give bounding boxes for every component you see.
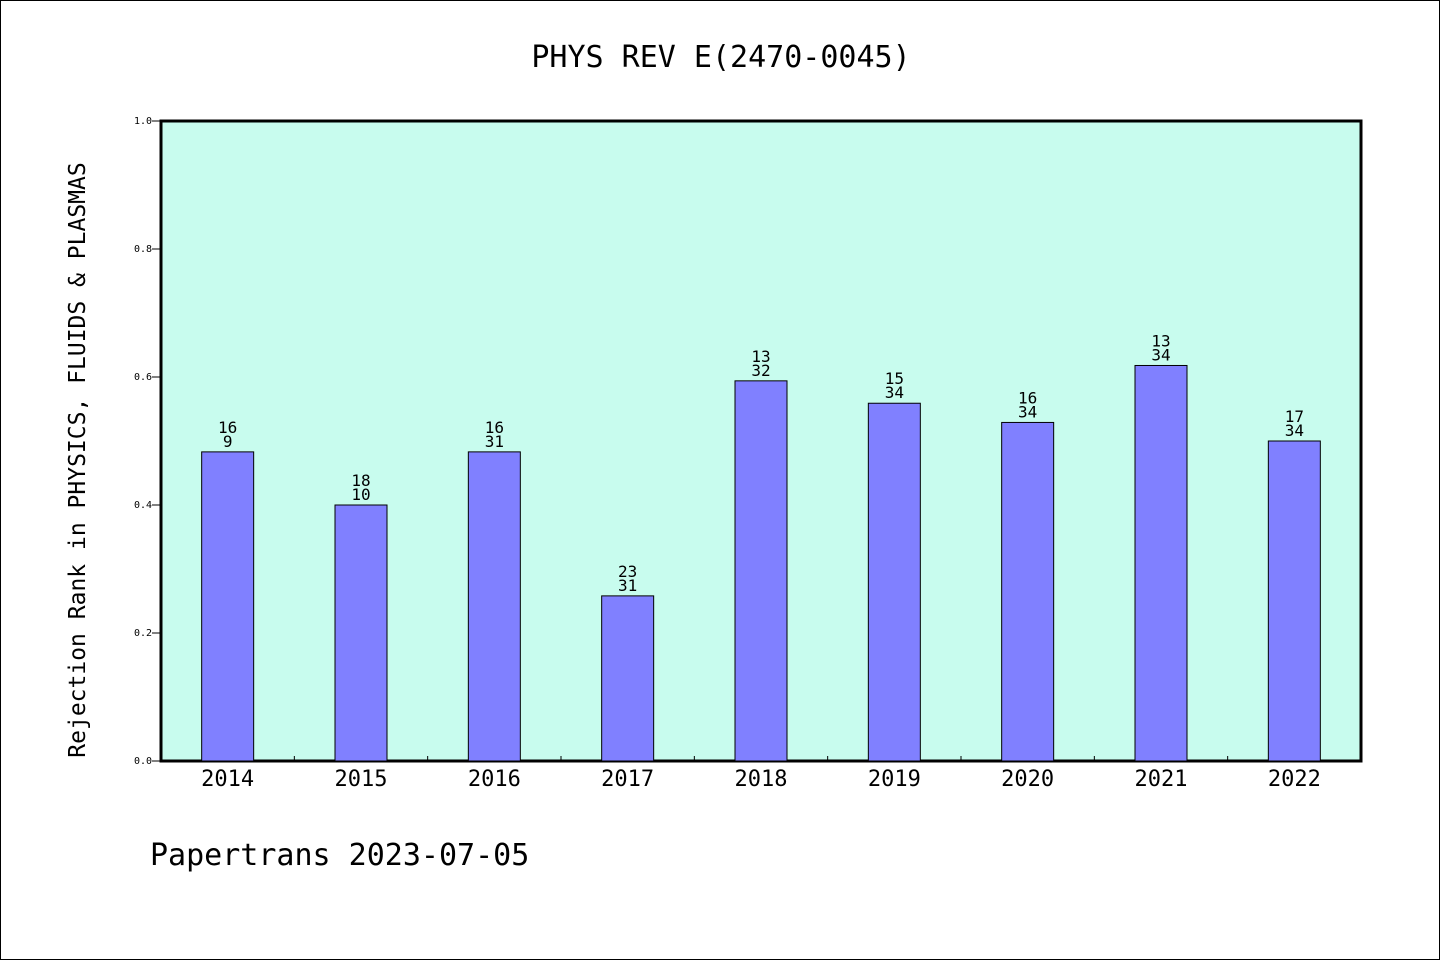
bar-label-bottom: 34: [1151, 345, 1170, 364]
x-tick-label: 2021: [1135, 767, 1188, 792]
y-tick-label: 0.2: [134, 628, 152, 639]
bar-label-top: 13: [1151, 331, 1170, 350]
x-tick-label: 2022: [1268, 767, 1321, 792]
bar-2014: [201, 451, 255, 762]
bar-label-bottom: 34: [1018, 402, 1037, 421]
bar-label-bottom: 10: [351, 485, 370, 504]
x-tick-label: 2019: [868, 767, 921, 792]
bar-label-bottom: 9: [223, 432, 233, 451]
y-tick-label: 0.6: [134, 372, 152, 383]
bar-2020: [1001, 421, 1055, 762]
x-tick-label: 2017: [601, 767, 654, 792]
bar-2015: [334, 504, 388, 762]
bar-label-bottom: 31: [485, 432, 504, 451]
bars: [201, 364, 1321, 762]
x-tick-label: 2018: [735, 767, 788, 792]
bar-label-top: 16: [485, 418, 504, 437]
x-tick-label: 2020: [1001, 767, 1054, 792]
bar-2019: [867, 402, 921, 762]
y-axis-label: Rejection Rank in PHYSICS, FLUIDS & PLAS…: [65, 162, 91, 757]
x-axis-tick-labels: 2014 2015 2016 2017 2018 2019 2020 2021 2022: [201, 767, 1321, 792]
bar-label-top: 13: [751, 347, 770, 366]
x-tick-label: 2014: [201, 767, 254, 792]
bar-label-bottom: 34: [1285, 421, 1304, 440]
y-tick-label: 0.0: [134, 756, 152, 767]
bar-label-bottom: 32: [751, 361, 770, 380]
bar-label-top: 23: [618, 562, 637, 581]
y-tick-label: 0.4: [134, 500, 152, 511]
x-tick-label: 2015: [335, 767, 388, 792]
y-tick-label: 0.8: [134, 244, 152, 255]
x-tick-label: 2016: [468, 767, 521, 792]
footer-text: Papertrans 2023-07-05: [150, 838, 529, 873]
bar-label-bottom: 34: [885, 383, 904, 402]
bar-2021: [1134, 364, 1188, 762]
bar-label-top: 16: [218, 418, 237, 437]
bar-2016: [467, 451, 521, 762]
bar-2017: [601, 595, 655, 762]
bar-label-top: 15: [885, 369, 904, 388]
x-axis-minor-ticks: [293, 756, 1229, 761]
bar-label-top: 16: [1018, 388, 1037, 407]
chart-title: PHYS REV E(2470-0045): [531, 40, 910, 75]
y-tick-label: 1.0: [134, 116, 152, 127]
y-axis-ticks: 0.0 0.2 0.4 0.6 0.8 1.0: [134, 116, 161, 767]
bar-2022: [1267, 440, 1321, 762]
bar-label-bottom: 31: [618, 576, 637, 595]
bar-label-top: 17: [1285, 407, 1304, 426]
bar-label-top: 18: [351, 471, 370, 490]
bar-2018: [734, 380, 788, 762]
